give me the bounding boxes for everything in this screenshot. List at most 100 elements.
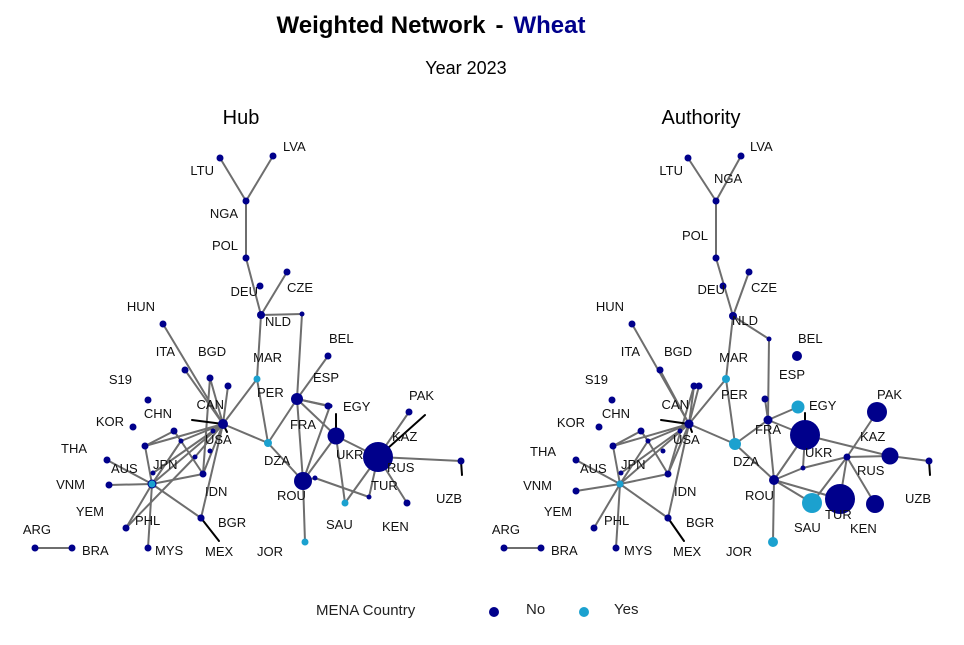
hub-edge-bgd-idn: [202, 377, 211, 475]
authority-node-bra: [537, 544, 545, 552]
hub-label-pak: PAK: [409, 388, 434, 403]
authority-label-nld: NLD: [732, 313, 758, 328]
authority-label-tur: TUR: [825, 507, 852, 522]
hub-edge-jpn-h2: [151, 440, 182, 485]
authority-label-ita: ITA: [621, 344, 641, 359]
hub-edge-h5-fra: [296, 313, 303, 400]
hub-node-s19: [144, 396, 152, 404]
authority-edge-usa-bgr: [667, 423, 690, 519]
hub-label-yem: YEM: [76, 504, 104, 519]
hub-junction-h1: [150, 470, 156, 476]
authority-edge-a7-ken: [846, 456, 876, 505]
title-commodity: Wheat: [513, 12, 585, 39]
hub-junction-h9: [192, 454, 198, 460]
authority-node-fra: [763, 415, 773, 425]
hub-edge-rou-jor: [302, 480, 306, 543]
hub-edge-jpn-phl: [125, 483, 153, 529]
authority-edge-usa-idn: [667, 423, 690, 475]
authority-node-jor: [768, 537, 778, 547]
hub-label-fra: FRA: [290, 417, 316, 432]
authority-label-mys: MYS: [624, 543, 653, 558]
hub-junction-h3: [210, 428, 216, 434]
hub-label-jor: JOR: [257, 544, 283, 559]
authority-label-s19: S19: [585, 372, 608, 387]
hub-label-dza: DZA: [264, 453, 290, 468]
hub-label-mys: MYS: [155, 543, 184, 558]
authority-junction-a1: [618, 470, 624, 476]
authority-junction-a2: [645, 438, 651, 444]
hub-label-idn: IDN: [205, 484, 227, 499]
authority-node-pak: [867, 402, 887, 422]
hub-edge-fra-ukr: [296, 398, 337, 437]
hub-node-pol: [242, 254, 250, 262]
hub-label-jpn: JPN: [153, 457, 178, 472]
authority-edge-a6-kaz: [802, 456, 848, 469]
hub-edge-h8-h6: [314, 477, 370, 498]
hub-edge-usa-dza: [222, 423, 269, 444]
authority-edge-jpn-vnm: [575, 483, 621, 492]
hub-edge-usa-idn: [202, 423, 224, 475]
authority-label-egy: EGY: [809, 398, 837, 413]
authority-edge-jpn-mys: [615, 483, 621, 549]
hub-node-mys: [144, 544, 152, 552]
authority-edge-jpn-bgr: [619, 483, 669, 519]
hub-node-ita: [181, 366, 189, 374]
figure-subtitle: Year 2023: [425, 58, 506, 78]
hub-edge-fra-rou: [296, 398, 304, 482]
authority-loop-mex: [667, 517, 685, 542]
hub-edge-mar-usa: [222, 378, 258, 425]
hub-label-bra: BRA: [82, 543, 109, 558]
authority-node-aus: [609, 442, 617, 450]
hub-node-arg: [31, 544, 39, 552]
hub-label-per: PER: [257, 385, 284, 400]
authority-node-esp: [761, 395, 769, 403]
hub-label-aus: AUS: [111, 461, 138, 476]
hub-label-tha: THA: [61, 441, 87, 456]
authority-label-jpn: JPN: [621, 457, 646, 472]
authority-label-fra: FRA: [755, 422, 781, 437]
hub-label-nga: NGA: [210, 206, 239, 221]
hub-node-bel: [324, 352, 332, 360]
authority-label-hun: HUN: [596, 299, 624, 314]
authority-label-deu: DEU: [698, 282, 725, 297]
hub-label-rou: ROU: [277, 488, 306, 503]
hub-edge-jpn-aus: [144, 445, 153, 485]
hub-edge-ita-usa: [184, 369, 224, 425]
authority-label-esp: ESP: [779, 367, 805, 382]
hub-junction-h4: [207, 448, 213, 454]
authority-label-per: PER: [721, 387, 748, 402]
authority-edge-dza-fra: [734, 419, 769, 445]
hub-edge-dza-fra: [267, 398, 298, 444]
authority-node-sau: [802, 493, 822, 513]
authority-label-ken: KEN: [850, 521, 877, 536]
authority-labels: LVA LTU NGA POL DEU CZE NLD HUN BEL ITA BGD MAR ESP S…: [492, 139, 931, 559]
authority-label-bgd: BGD: [664, 344, 692, 359]
authority-edge-usa-aus: [612, 423, 690, 447]
authority-node-mex: [664, 514, 672, 522]
authority-edge-jpn-phl: [593, 483, 621, 529]
hub-label-nld: NLD: [265, 314, 291, 329]
hub-label-phl: PHL: [135, 513, 160, 528]
hub-label-sau: SAU: [326, 517, 353, 532]
authority-label-bel: BEL: [798, 331, 823, 346]
hub-label-ukr: UKR: [336, 447, 363, 462]
authority-label-tha: THA: [530, 444, 556, 459]
authority-label-rus: RUS: [857, 463, 885, 478]
authority-edge-ltu-nga: [687, 157, 717, 202]
authority-edge-nld-cze: [732, 271, 750, 317]
authority-node-egy: [791, 400, 805, 414]
legend-title: MENA Country: [316, 602, 416, 619]
hub-edge-lva-nga: [245, 155, 274, 202]
hub-label-vnm: VNM: [56, 477, 85, 492]
hub-label-egy: EGY: [343, 399, 371, 414]
legend-swatch-yes: [579, 607, 589, 617]
hub-edge-per-usa: [222, 385, 229, 425]
hub-label-can: CAN: [197, 397, 224, 412]
authority-edge-jpn-idn: [619, 473, 669, 485]
hub-edge-hun-usa: [162, 323, 224, 425]
figure-title: Weighted Network - Wheat: [277, 12, 586, 39]
hub-node-nga: [242, 197, 250, 205]
authority-label-ukr: UKR: [805, 445, 832, 460]
hub-node-jor: [301, 538, 309, 546]
